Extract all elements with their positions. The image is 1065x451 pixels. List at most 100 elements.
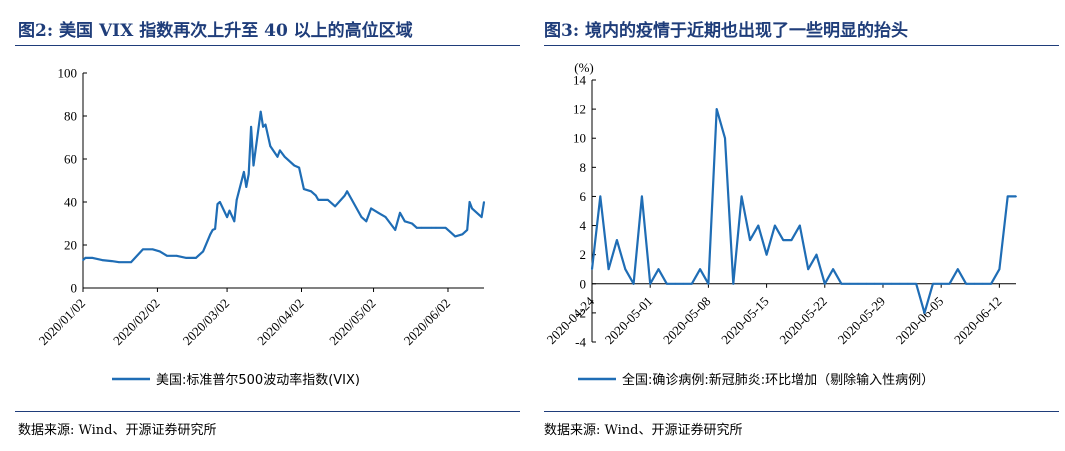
data-point: [185, 257, 188, 259]
data-point: [276, 155, 279, 158]
data-point: [166, 254, 168, 257]
data-point: [478, 214, 481, 216]
data-point: [732, 282, 735, 285]
data-point: [907, 282, 909, 285]
y-tick-label: 0: [71, 281, 78, 296]
data-point: [194, 257, 197, 259]
data-point: [1015, 195, 1017, 198]
data-point: [411, 222, 413, 225]
data-point: [468, 201, 471, 203]
data-point: [269, 145, 272, 148]
data-point: [403, 220, 406, 223]
data-point: [130, 261, 132, 264]
data-point: [682, 282, 685, 285]
data-point: [624, 268, 627, 271]
data-point: [940, 282, 943, 285]
data-point: [674, 282, 677, 285]
data-point: [118, 261, 120, 264]
data-point: [591, 268, 593, 271]
data-point: [365, 220, 368, 223]
data-point: [807, 268, 810, 271]
data-point: [715, 108, 718, 111]
data-point: [250, 125, 252, 128]
data-point: [765, 253, 768, 256]
data-point: [640, 195, 643, 198]
figure-2-panel: 图2: 美国 VIX 指数再次上升至 40 以上的高位区域 0 20 40 60 80 1…: [0, 0, 520, 451]
data-point: [218, 201, 221, 203]
data-point: [965, 282, 968, 285]
data-point: [233, 220, 236, 223]
data-point: [981, 282, 984, 285]
data-point: [175, 254, 178, 257]
data-point: [724, 137, 726, 140]
data-point: [632, 282, 635, 285]
data-point: [351, 198, 353, 201]
data-point: [420, 226, 423, 229]
x-tick-label: 2020-05-15: [718, 294, 772, 348]
data-point: [774, 224, 776, 227]
data-point: [415, 226, 418, 229]
figure-3-bottom-rule: [544, 411, 1059, 412]
data-point: [890, 282, 893, 285]
x-tick-label: 2020/04/02: [254, 296, 306, 348]
series-line: [590, 107, 1016, 314]
data-point: [315, 194, 317, 197]
data-point: [211, 229, 214, 231]
x-tick-label: 2020-05-29: [835, 294, 889, 348]
x-tick-label: 2020-04-24: [544, 293, 598, 347]
y-axis-label: (%): [574, 60, 594, 75]
data-point: [998, 268, 1001, 271]
data-point: [370, 207, 373, 210]
figure-3-title: 图3: 境内的疫情于近期也出现了一些明显的抬头: [544, 21, 909, 41]
data-point: [226, 216, 228, 218]
data-point: [449, 231, 452, 234]
data-point: [247, 173, 250, 175]
data-point: [757, 224, 760, 227]
y-tick-label: 12: [573, 102, 586, 117]
data-point: [454, 235, 457, 238]
figure-3-source: 数据来源: Wind、开源证券研究所: [544, 423, 743, 438]
data-point: [252, 164, 255, 167]
data-point: [158, 250, 161, 253]
figure-3-panel: 图3: 境内的疫情于近期也出现了一些明显的抬头 -4 -2 0 2 4 6 8 10 12 14 2…: [540, 0, 1065, 451]
y-tick-label: 8: [580, 160, 587, 175]
data-point: [665, 282, 668, 285]
data-point: [948, 282, 951, 285]
data-point: [214, 227, 216, 230]
data-point: [430, 226, 433, 229]
data-point: [607, 268, 610, 271]
data-point: [110, 260, 113, 263]
data-point: [798, 224, 801, 227]
figure-3-title-rule: [544, 45, 1059, 46]
data-point: [823, 282, 826, 285]
x-tick-label: 2020-05-22: [776, 294, 830, 348]
data-point: [343, 194, 346, 197]
y-tick-label: -4: [575, 335, 586, 350]
data-point: [616, 239, 618, 242]
x-tick-label: 2020/06/02: [401, 296, 453, 348]
y-tick-label: 60: [64, 152, 77, 167]
vix-line-chart: 0 20 40 60 80 100 2020/01/02 2020/02/02 2020/03/…: [36, 66, 486, 388]
data-point: [690, 282, 693, 285]
data-point: [377, 211, 380, 214]
data-point: [480, 216, 483, 218]
x-tick-label: 2020-06-12: [951, 294, 1005, 348]
figure-2-title-rule: [15, 45, 520, 46]
data-point: [360, 216, 363, 218]
data-point: [298, 166, 301, 169]
data-point: [873, 282, 876, 285]
data-point: [599, 195, 602, 198]
data-point: [242, 171, 245, 173]
data-point: [264, 123, 267, 126]
data-point: [657, 268, 660, 271]
data-point: [84, 257, 87, 259]
y-tick-label: 4: [580, 218, 587, 233]
data-point: [649, 282, 652, 285]
series-line: [82, 110, 486, 264]
x-tick-label: 2020-05-01: [602, 294, 656, 348]
data-point: [699, 268, 701, 271]
data-point: [707, 282, 710, 285]
figure-2-source: 数据来源: Wind、开源证券研究所: [18, 423, 217, 438]
data-point: [923, 311, 926, 314]
